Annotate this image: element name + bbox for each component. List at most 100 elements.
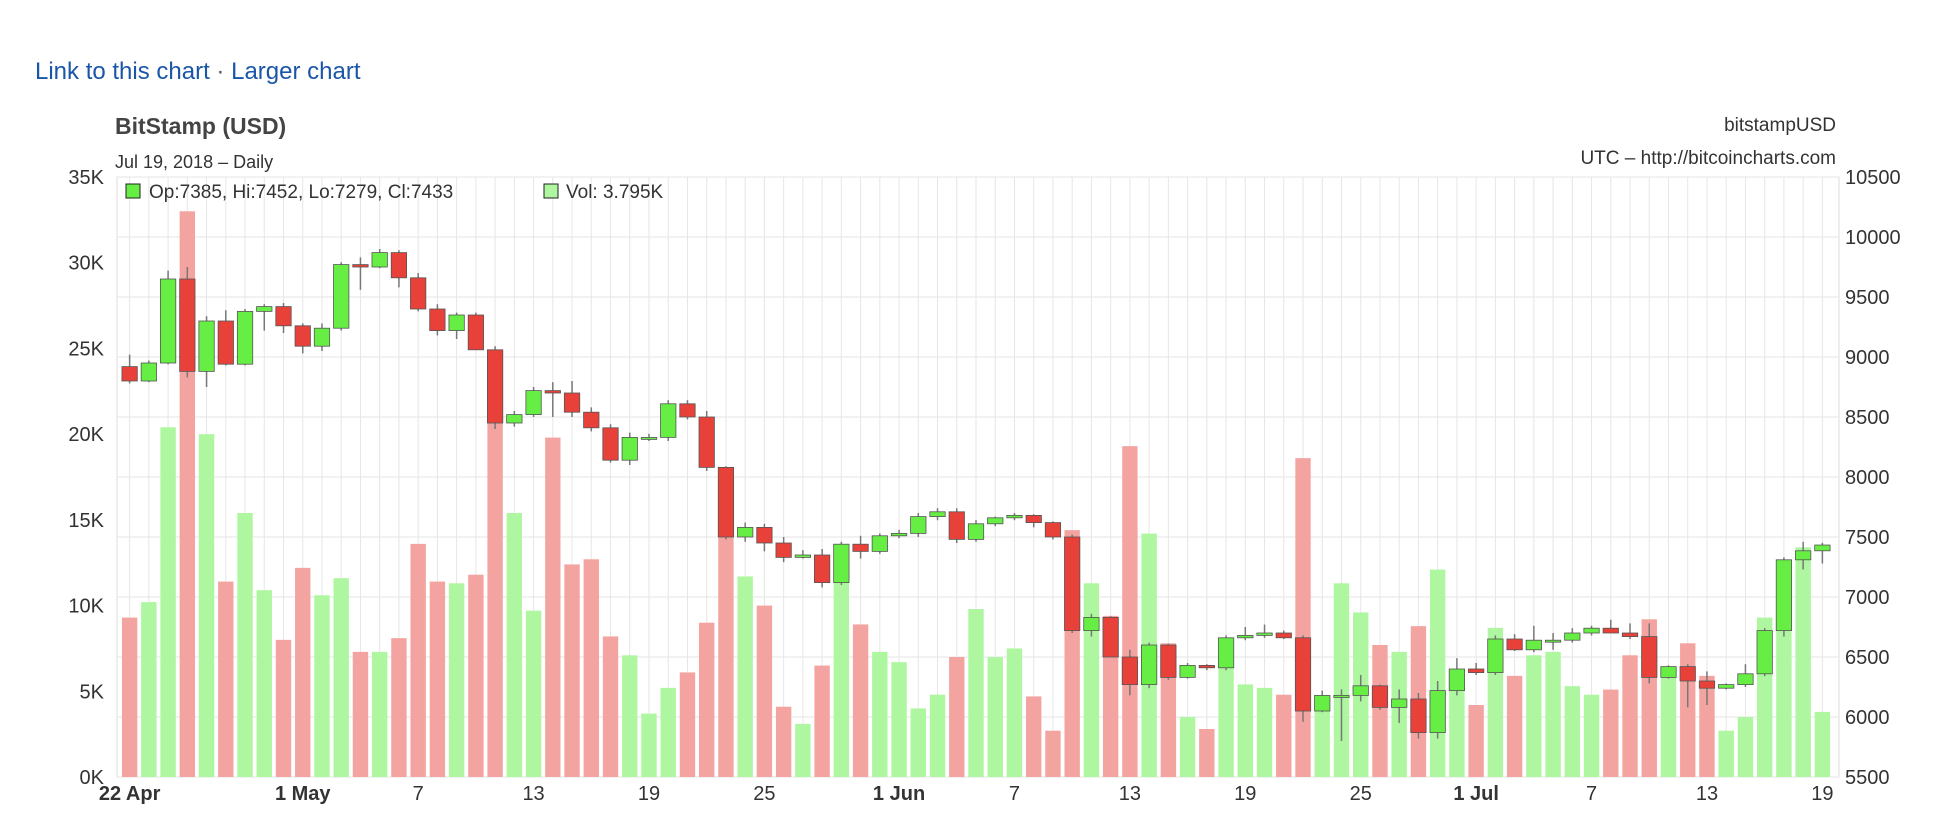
volume-tick-label: 25K [68,338,104,360]
candle-body [1468,668,1485,673]
volume-bar [1295,458,1311,777]
candle-body [1391,698,1408,708]
candle-body [1121,656,1138,686]
volume-bar [160,427,176,777]
volume-bar [814,665,830,777]
volume-bar [775,706,792,777]
volume-bar [1795,547,1811,777]
volume-bar [256,590,272,777]
candle-body [814,554,831,584]
candle-body [1698,680,1716,689]
volume-bar [410,543,426,777]
candle-body [1064,536,1081,631]
candle-body [410,277,427,310]
x-tick-label: 1 Jun [873,783,925,805]
candle-body [352,264,369,268]
volume-bar [910,708,926,777]
volume-bar [602,636,619,777]
volume-bar [583,559,599,777]
candle-body [1275,632,1292,639]
volume-bar [1083,583,1100,777]
candle-body [1429,690,1446,733]
candle-body [794,554,811,558]
candle-body [333,264,350,329]
volume-bar [448,583,465,777]
x-tick-label: 7 [413,783,424,805]
volume-tick-label: 20K [68,424,104,446]
candle-body [1679,666,1696,682]
candle-body [756,527,773,544]
candles [121,249,1831,741]
legend-volume-swatch [543,183,559,199]
x-tick-label: 13 [1696,783,1718,805]
volume-bar [1179,717,1196,777]
axes: 0K 5K 10K 15K 20K 25K 30K 35K 5500 6000 6500 7000 75… [68,167,1900,805]
volume-bar [1526,655,1542,777]
candle-body [1294,637,1312,712]
candle-body [390,252,408,279]
candle-body [775,542,792,558]
candle-body [121,366,138,382]
volume-bar [679,672,696,777]
volume-bar [487,405,503,777]
candle-body [1621,632,1639,637]
volume-bar [352,651,369,777]
candle-body [1314,695,1331,712]
volume-bar [1429,569,1446,777]
candle-body [929,511,946,517]
candle-body [1179,665,1196,678]
volume-bar [1718,730,1734,777]
link-separator: · [216,58,225,85]
volume-bar [545,437,561,777]
price-tick-label: 6500 [1845,647,1890,669]
candle-body [852,543,869,552]
larger-chart-link[interactable]: Larger chart [231,58,361,85]
volume-bar [1506,675,1523,777]
volume-bar [1814,711,1831,777]
link-to-chart[interactable]: Link to this chart [35,58,210,85]
volume-bar [371,651,388,777]
candle-body [1487,638,1504,673]
volume-bar [121,617,138,777]
volume-tick-label: 10K [68,596,104,618]
candle-body [698,416,715,468]
candle-body [1410,698,1427,733]
candle-body [217,320,234,365]
candle-body [236,310,254,365]
volume-bar [795,723,811,777]
candle-body [1256,632,1273,636]
candle-body [371,252,388,268]
chart-source: UTC – http://bitcoincharts.com [1580,148,1836,169]
volume-bar [891,662,907,777]
candle-body [833,543,850,584]
candle-body [313,327,331,347]
volume-tick-label: 0K [80,767,105,789]
volume-bar [141,602,157,777]
candle-body [467,314,484,351]
volume-bar [564,564,580,777]
candle-body [583,411,600,429]
candle-body [737,527,754,538]
candle-body [544,390,561,394]
volume-bar [314,595,330,777]
x-tick-label: 13 [522,783,544,805]
x-tick-label: 22 Apr [99,783,161,805]
candle-body [1352,685,1369,696]
volume-tick-label: 35K [68,167,104,189]
volume-bar [218,581,234,777]
x-tick-label: 19 [1811,783,1833,805]
price-tick-label: 7500 [1845,527,1890,549]
volume-bar [833,574,850,777]
candle-body [948,511,965,540]
candle-body [198,320,215,372]
volume-bar [1583,694,1600,777]
candle-body [679,403,696,418]
legend-volume: Vol: 3.795K [566,182,664,203]
candle-body [1237,635,1254,639]
volume-bar [737,576,753,777]
candle-body [294,325,311,347]
volume-bar [1737,717,1754,777]
candle-body [487,349,504,424]
volume-bar [622,655,638,777]
